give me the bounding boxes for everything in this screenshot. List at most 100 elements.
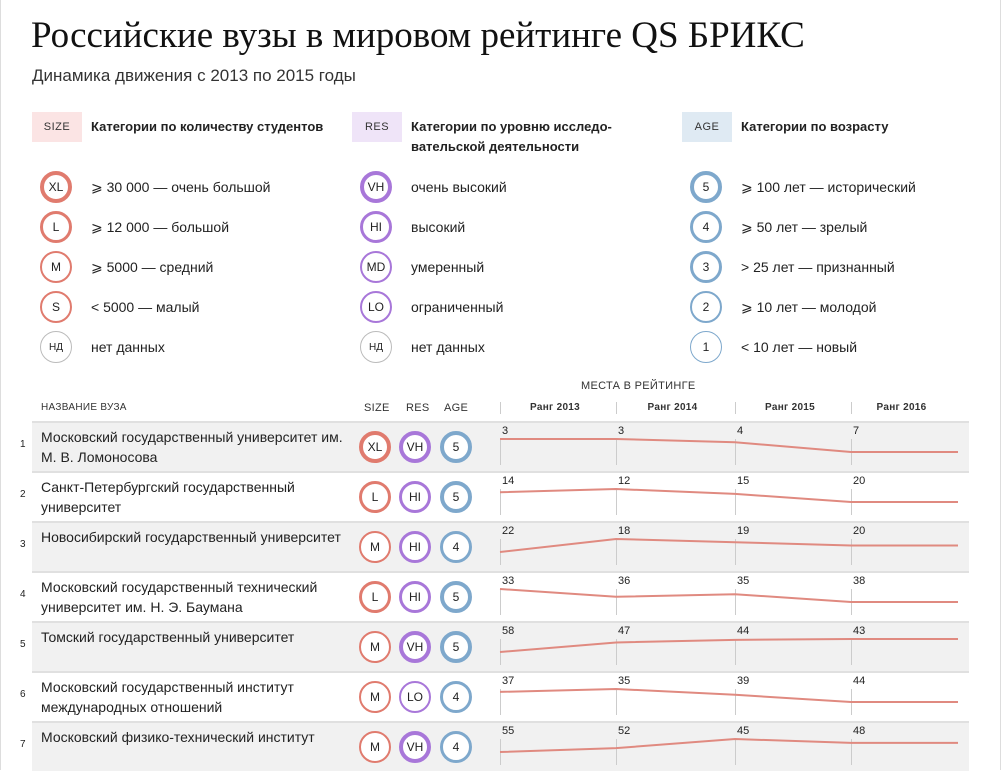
rank-gridline: [500, 439, 501, 465]
page-title: Российские вузы в мировом рейтинге QS БР…: [31, 15, 805, 56]
rank-gridline: [735, 539, 736, 565]
rank-gridline: [500, 589, 501, 615]
legend-item: VH очень высокий: [352, 171, 672, 205]
university-name: Новосибирский государственный университе…: [41, 529, 341, 545]
year-divider: [616, 402, 617, 414]
rank-value: 35: [618, 675, 631, 687]
legend-item-label: < 10 лет — новый: [741, 339, 858, 355]
legend-item: S < 5000 — малый: [32, 291, 352, 325]
rank-gridline: [735, 639, 736, 665]
size-category-badge: S: [40, 291, 72, 323]
res-category-badge: VH: [399, 731, 431, 763]
rank-value: 18: [618, 525, 631, 537]
rank-gridline: [735, 489, 736, 515]
rank-value: 14: [502, 475, 515, 487]
row-number: 5: [20, 639, 26, 650]
year-divider: [735, 402, 736, 414]
page-subtitle: Динамика движения с 2013 по 2015 годы: [32, 66, 356, 85]
res-category-badge: HI: [399, 531, 431, 563]
year-header: Ранг 2014: [647, 402, 698, 413]
res-category-badge: HI: [360, 211, 392, 243]
rank-header: МЕСТА В РЕЙТИНГЕ: [581, 380, 696, 392]
res-category-badge: MD: [360, 251, 392, 283]
rank-value: 19: [737, 525, 750, 537]
column-header-res: RES: [406, 402, 430, 414]
age-category-badge: 5: [440, 581, 472, 613]
size-category-badge: M: [40, 251, 72, 283]
rank-value: 52: [618, 725, 631, 737]
size-category-badge: L: [40, 211, 72, 243]
year-header: Ранг 2016: [876, 402, 927, 413]
age-category-badge: 1: [690, 331, 722, 363]
rank-line: [499, 588, 958, 603]
table-row: 2 Санкт-Петербургский государственный уни…: [20, 471, 969, 521]
legend-item: M ⩾ 5000 — средний: [32, 251, 352, 285]
rank-value: 43: [853, 625, 866, 637]
university-name: Московский государственный институт межд…: [41, 679, 294, 715]
legend-item: 5 ⩾ 100 лет — исторический: [682, 171, 1001, 205]
age-category-badge: 4: [440, 731, 472, 763]
legend-title: Категории по уровню исследо-вательской д…: [411, 119, 612, 154]
res-category-badge: VH: [399, 631, 431, 663]
size-category-badge: L: [359, 581, 391, 613]
res-category-badge: HI: [399, 581, 431, 613]
rank-gridline: [500, 689, 501, 715]
rank-gridline: [616, 489, 617, 515]
size-category-badge: M: [359, 531, 391, 563]
rank-gridline: [616, 589, 617, 615]
legend-item-label: ⩾ 100 лет — исторический: [741, 179, 916, 195]
column-header-size: SIZE: [364, 402, 390, 414]
rank-line: [499, 638, 958, 653]
size-category-badge: M: [359, 681, 391, 713]
rank-value: 15: [737, 475, 750, 487]
rank-value: 22: [502, 525, 515, 537]
legend-item-label: ⩾ 12 000 — большой: [91, 219, 230, 235]
age-category-badge: 5: [440, 431, 472, 463]
rank-value: 20: [853, 525, 866, 537]
legend-item: XL ⩾ 30 000 — очень большой: [32, 171, 352, 205]
row-number: 7: [20, 739, 26, 750]
row-number: 2: [20, 489, 26, 500]
rank-value: 35: [737, 575, 750, 587]
rank-gridline: [616, 739, 617, 765]
legend-item-label: ⩾ 30 000 — очень большой: [91, 179, 271, 195]
rank-value: 4: [737, 425, 744, 437]
res-category-badge: VH: [360, 171, 392, 203]
year-header: Ранг 2013: [530, 402, 581, 413]
legend-item-label: высокий: [411, 219, 466, 235]
legend-item-label: ⩾ 5000 — средний: [91, 259, 214, 275]
rank-value: 20: [853, 475, 866, 487]
rank-line: [499, 737, 958, 753]
res-category-badge: НД: [360, 331, 392, 363]
rank-value: 44: [853, 675, 866, 687]
size-category-badge: L: [359, 481, 391, 513]
legend-badge-age: AGE: [682, 112, 732, 142]
rank-value: 36: [618, 575, 631, 587]
age-category-badge: 2: [690, 291, 722, 323]
size-category-badge: M: [359, 731, 391, 763]
age-category-badge: 3: [690, 251, 722, 283]
legend-item: MD умеренный: [352, 251, 672, 285]
rank-value: 47: [618, 625, 631, 637]
row-number: 3: [20, 539, 26, 550]
row-number: 4: [20, 589, 26, 600]
rank-value: 45: [737, 725, 750, 737]
legend-item-label: ограниченный: [411, 299, 504, 315]
rank-gridline: [851, 739, 852, 765]
rank-value: 3: [618, 425, 625, 437]
res-category-badge: LO: [399, 681, 431, 713]
table-row: 6 Московский государственный институт меж…: [20, 671, 969, 721]
rank-line: [499, 687, 958, 703]
rank-gridline: [735, 739, 736, 765]
age-category-badge: 5: [690, 171, 722, 203]
legend-item-label: нет данных: [91, 339, 165, 355]
university-name: Санкт-Петербургский государственный унив…: [41, 479, 295, 515]
legend-item: 4 ⩾ 50 лет — зрелый: [682, 211, 1001, 245]
rank-value: 7: [853, 425, 860, 437]
rank-gridline: [616, 439, 617, 465]
rank-gridline: [735, 589, 736, 615]
size-category-badge: НД: [40, 331, 72, 363]
legend-item-label: ⩾ 50 лет — зрелый: [741, 219, 868, 235]
table-row: 4 Московский государственный технический …: [20, 571, 969, 621]
